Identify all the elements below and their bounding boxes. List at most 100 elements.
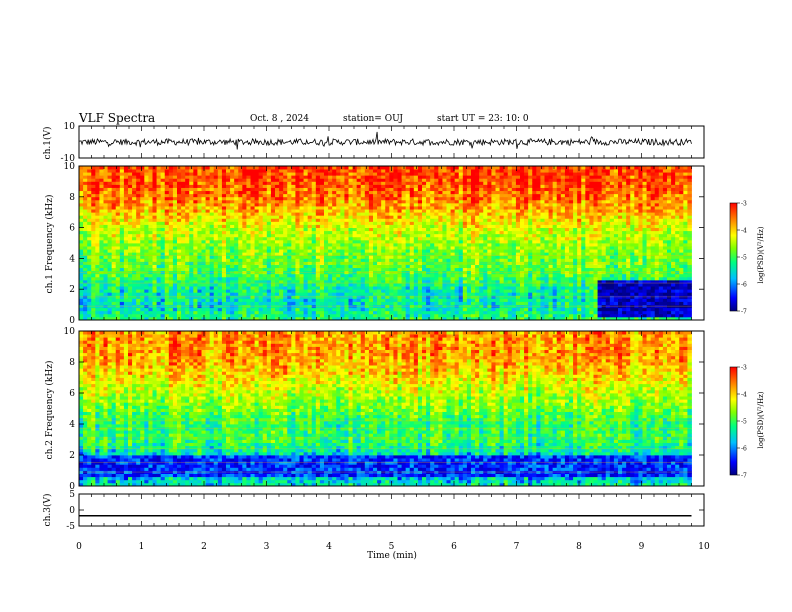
spectrogram-cell bbox=[246, 187, 251, 192]
spectrogram-cell bbox=[283, 181, 288, 185]
spectrogram-cell bbox=[177, 233, 182, 238]
spectrogram-cell bbox=[164, 239, 170, 244]
spectrogram-cell bbox=[360, 252, 366, 256]
spectrogram-cell bbox=[287, 178, 292, 182]
spectrogram-cell bbox=[466, 224, 472, 228]
spectrogram-cell bbox=[417, 252, 423, 256]
spectrogram-cell bbox=[132, 199, 137, 204]
spectrogram-cell bbox=[405, 230, 411, 235]
spectrogram-cell bbox=[201, 301, 206, 305]
spectrogram-cell bbox=[336, 307, 341, 312]
spectrogram-cell bbox=[475, 218, 480, 222]
spectrogram-cell bbox=[356, 187, 362, 192]
spectrogram-cell bbox=[270, 246, 276, 250]
spectrogram-cell bbox=[422, 209, 427, 213]
spectrogram-cell bbox=[177, 301, 182, 305]
spectrogram-cell bbox=[454, 218, 460, 222]
spectrogram-cell bbox=[238, 218, 243, 222]
spectrogram-cell bbox=[181, 212, 186, 216]
spectrogram-cell bbox=[205, 252, 211, 256]
spectrogram-cell bbox=[373, 273, 378, 278]
spectrogram-cell bbox=[213, 310, 219, 315]
spectrogram-cell bbox=[319, 316, 325, 321]
spectrogram-cell bbox=[332, 172, 337, 176]
spectrogram-cell bbox=[377, 202, 382, 207]
spectrogram-cell bbox=[270, 283, 276, 287]
spectrogram-cell bbox=[258, 236, 264, 241]
spectrogram-cell bbox=[172, 181, 178, 185]
spectrogram-cell bbox=[356, 243, 362, 247]
spectrogram-cell bbox=[213, 193, 219, 198]
spectrogram-cell bbox=[442, 221, 447, 225]
spectrogram-cell bbox=[446, 313, 451, 318]
spectrogram-cell bbox=[185, 190, 190, 195]
spectrogram-cell bbox=[79, 258, 84, 262]
spectrogram-cell bbox=[340, 249, 345, 253]
spectrogram-cell bbox=[230, 298, 235, 302]
spectrogram-cell bbox=[450, 190, 456, 195]
spectrogram-cell bbox=[352, 215, 358, 219]
spectrogram-cell bbox=[217, 307, 223, 312]
spectrogram-cell bbox=[136, 233, 141, 238]
spectrogram-cell bbox=[385, 175, 390, 179]
spectrogram-cell bbox=[160, 298, 166, 302]
spectrogram-cell bbox=[185, 243, 190, 247]
spectrogram-cell bbox=[254, 307, 260, 312]
spectrogram-cell bbox=[401, 307, 407, 312]
spectrogram-cell bbox=[356, 316, 362, 321]
spectrogram-cell bbox=[119, 283, 125, 287]
spectrogram-cell bbox=[328, 212, 333, 216]
spectrogram-cell bbox=[291, 246, 296, 250]
spectrogram-cell bbox=[442, 206, 447, 210]
spectrogram-cell bbox=[417, 221, 423, 225]
spectrogram-cell bbox=[242, 313, 247, 318]
spectrogram-cell bbox=[340, 283, 345, 287]
spectrogram-cell bbox=[373, 286, 378, 290]
spectrogram-cell bbox=[373, 172, 378, 176]
spectrogram-cell bbox=[107, 199, 113, 204]
spectrogram-cell bbox=[246, 243, 251, 247]
spectrogram-cell bbox=[123, 190, 129, 195]
spectrogram-cell bbox=[279, 212, 284, 216]
spectrogram-cell bbox=[140, 283, 145, 287]
spectrogram-cell bbox=[95, 255, 100, 259]
spectrogram-cell bbox=[213, 172, 219, 176]
spectrogram-cell bbox=[168, 196, 174, 201]
spectrogram-cell bbox=[111, 199, 117, 204]
spectrogram-cell bbox=[409, 279, 415, 284]
spectrogram-cell bbox=[168, 178, 174, 182]
spectrogram-cell bbox=[103, 187, 108, 192]
spectrogram-cell bbox=[401, 227, 407, 232]
spectrogram-cell bbox=[303, 181, 309, 185]
spectrogram-cell bbox=[287, 193, 292, 198]
spectrogram-cell bbox=[466, 218, 472, 222]
spectrogram-cell bbox=[79, 279, 84, 284]
spectrogram-cell bbox=[201, 246, 206, 250]
spectrogram-cell bbox=[364, 166, 370, 170]
spectrogram-cell bbox=[205, 218, 211, 222]
spectrogram-cell bbox=[185, 169, 190, 173]
spectrogram-cell bbox=[119, 221, 125, 225]
spectrogram-cell bbox=[303, 289, 309, 293]
spectrogram-cell bbox=[458, 172, 464, 176]
spectrogram-cell bbox=[79, 206, 84, 210]
spectrogram-cell bbox=[160, 184, 166, 188]
spectrogram-cell bbox=[413, 215, 419, 219]
spectrogram-cell bbox=[181, 169, 186, 173]
spectrogram-cell bbox=[234, 279, 239, 284]
spectrogram-cell bbox=[99, 181, 104, 185]
spectrogram-cell bbox=[177, 313, 182, 318]
spectrogram-cell bbox=[246, 289, 251, 293]
spectrogram-cell bbox=[234, 301, 239, 305]
spectrogram-cell bbox=[172, 316, 178, 321]
spectrogram-cell bbox=[221, 301, 227, 305]
spectrogram-cell bbox=[83, 169, 88, 173]
spectrogram-cell bbox=[172, 298, 178, 302]
spectrogram-cell bbox=[254, 209, 260, 213]
spectrogram-cell bbox=[217, 236, 223, 241]
spectrogram-cell bbox=[364, 190, 370, 195]
spectrogram-cell bbox=[79, 249, 84, 253]
spectrogram-cell bbox=[107, 310, 113, 315]
spectrogram-cell bbox=[279, 258, 284, 262]
spectrogram-cell bbox=[250, 230, 255, 235]
